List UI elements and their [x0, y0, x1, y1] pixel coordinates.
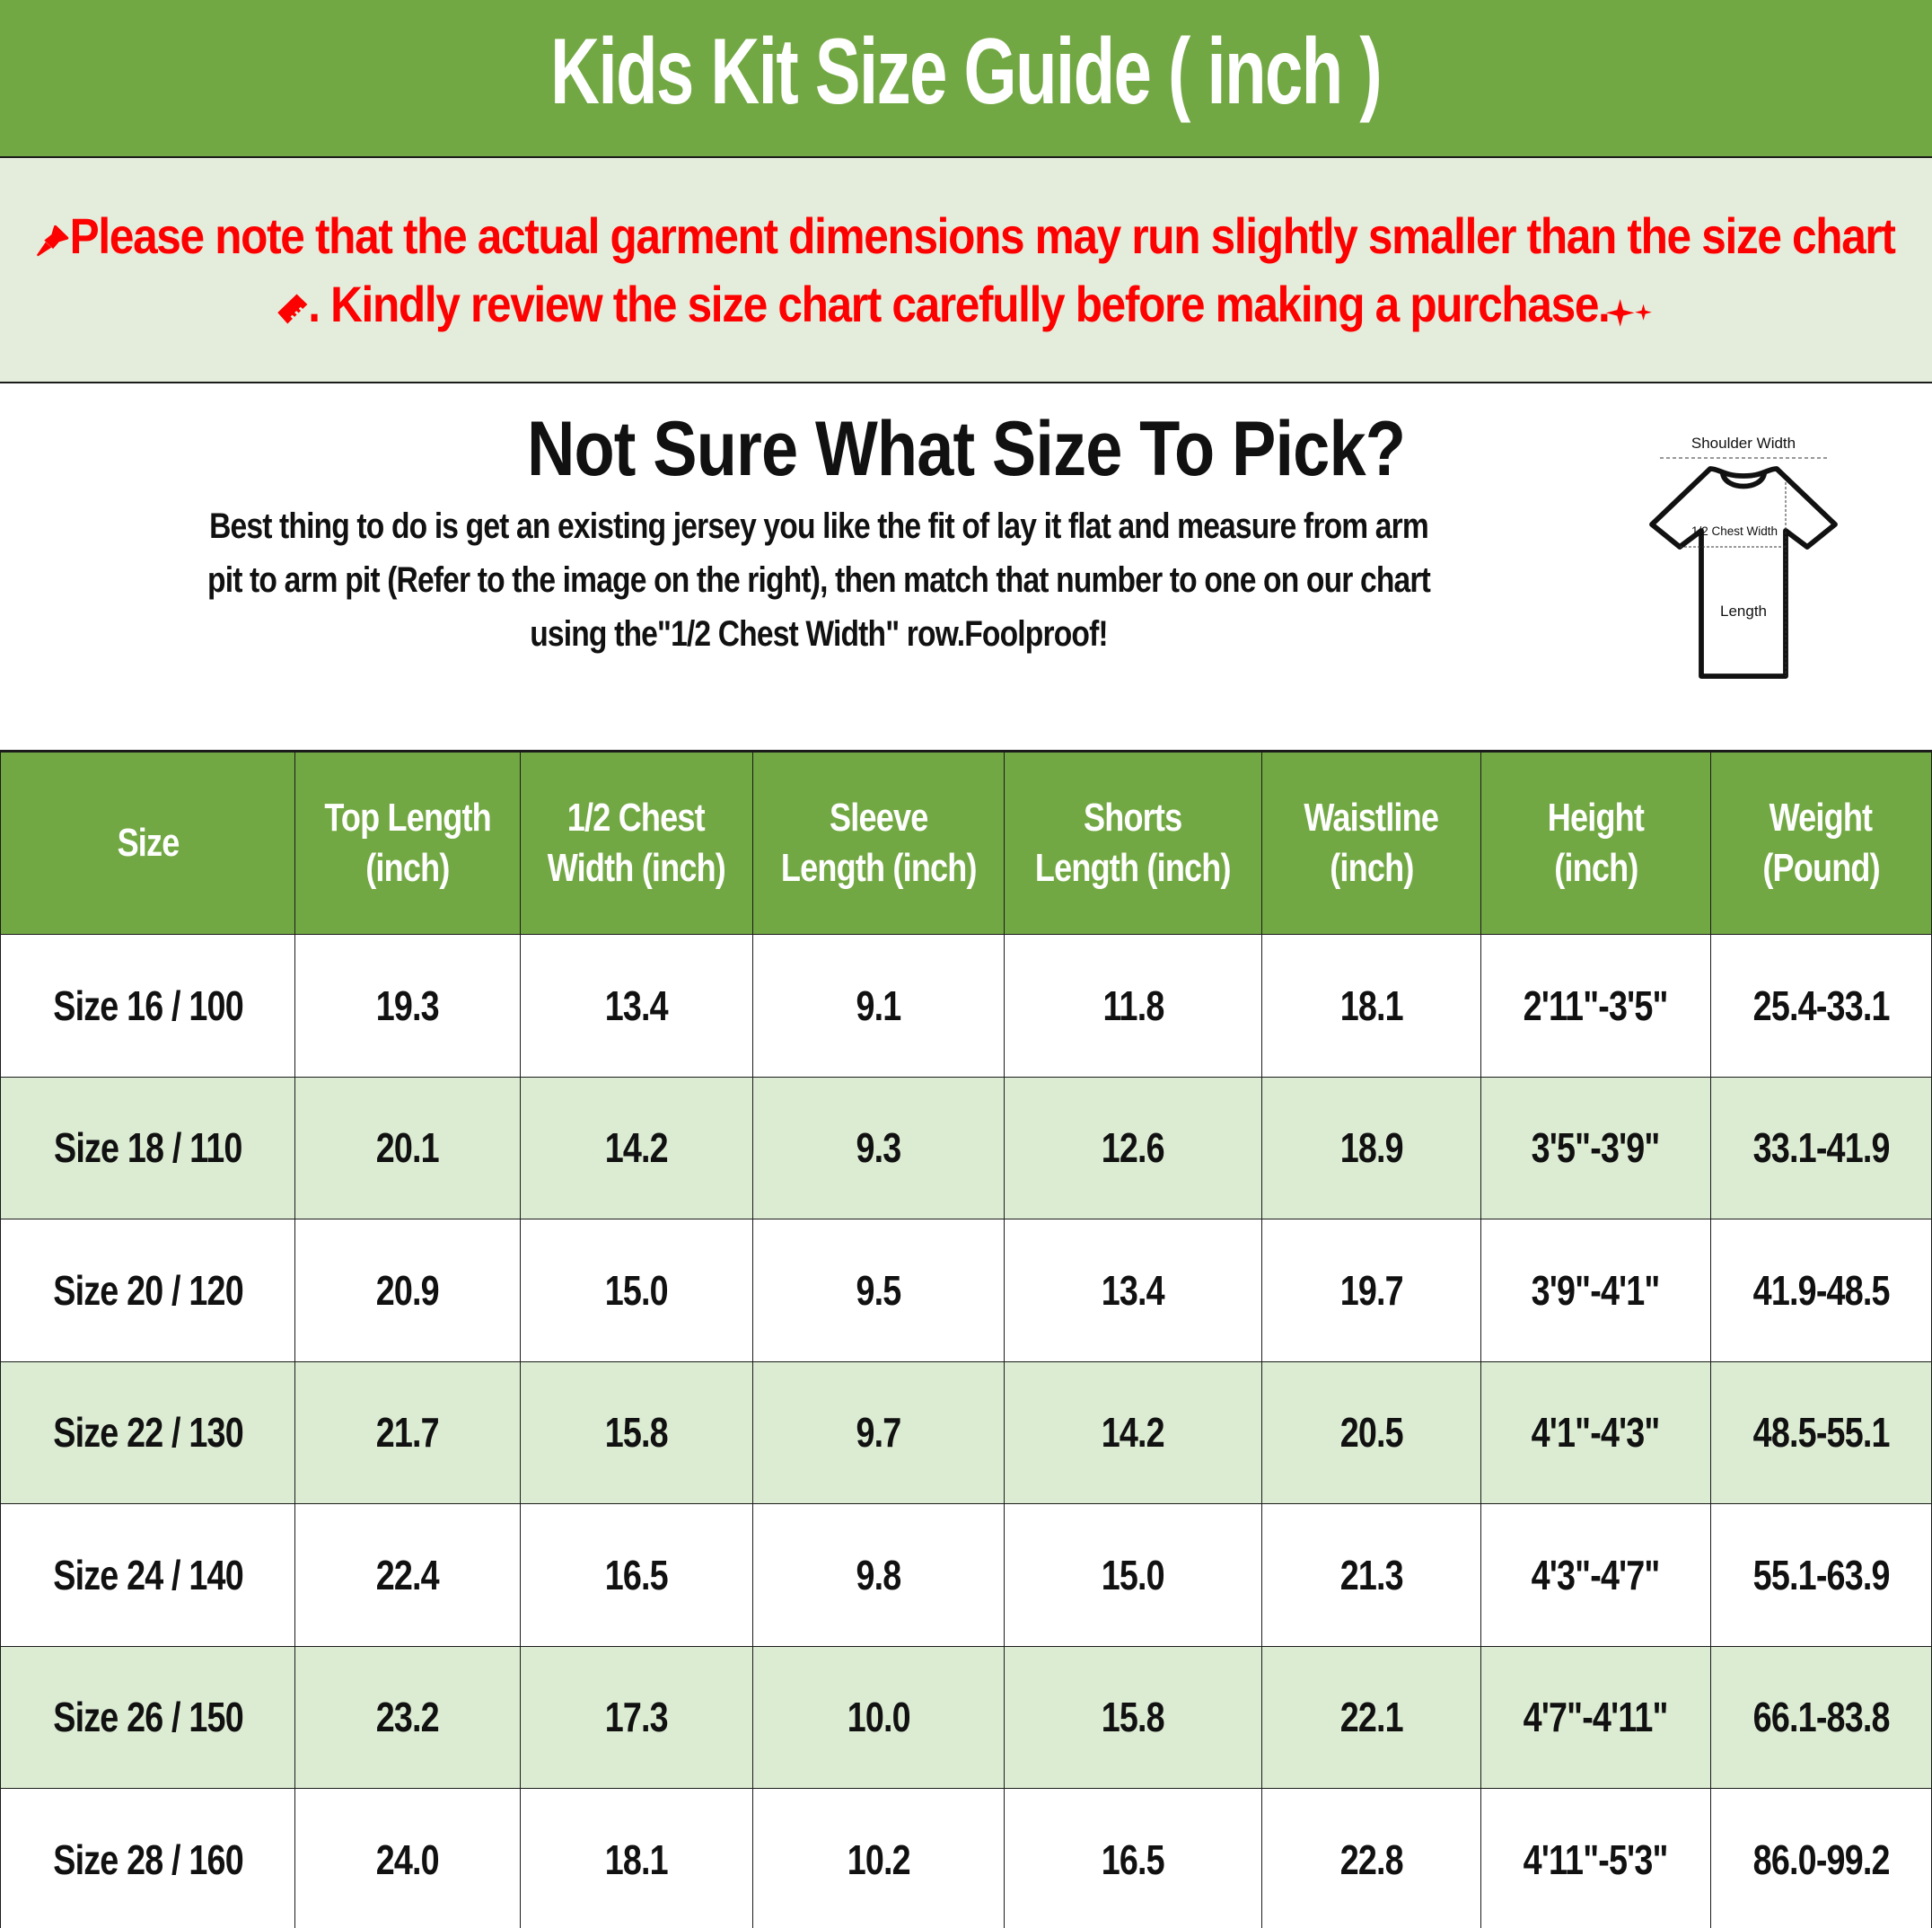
svg-text:Shoulder Width: Shoulder Width: [1691, 435, 1796, 452]
svg-text:1/2 Chest Width: 1/2 Chest Width: [1691, 524, 1778, 538]
svg-text:Length: Length: [1720, 603, 1767, 620]
